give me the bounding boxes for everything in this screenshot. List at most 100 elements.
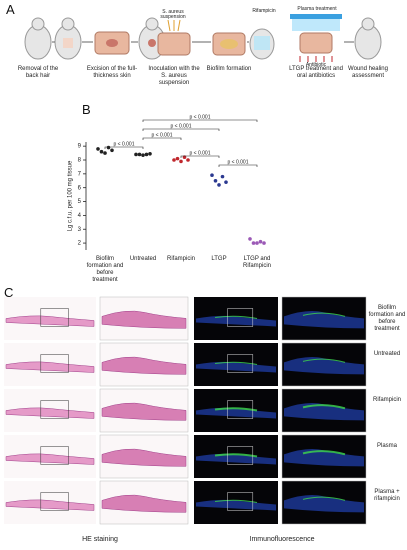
inoculation bbox=[157, 19, 191, 56]
zoom-box bbox=[227, 492, 254, 511]
tissue bbox=[5, 407, 95, 419]
significance-bracket bbox=[142, 128, 220, 131]
data-point bbox=[106, 145, 111, 150]
data-point bbox=[148, 151, 152, 156]
bacteria-signal bbox=[302, 450, 346, 456]
panel-label: A bbox=[6, 2, 15, 17]
zoom-box bbox=[227, 308, 254, 327]
significance-bracket bbox=[180, 155, 220, 158]
significance-bracket bbox=[142, 119, 258, 122]
y-tick-label: 6 bbox=[78, 185, 82, 191]
plasma-device bbox=[290, 14, 342, 62]
row-label: Plasma + rifampicin bbox=[374, 489, 400, 502]
data-point bbox=[172, 158, 176, 162]
data-point bbox=[175, 156, 180, 161]
zoom-box bbox=[40, 400, 69, 419]
x-tick-label: Rifampicin bbox=[166, 256, 195, 262]
data-point bbox=[96, 147, 100, 151]
zoom-box bbox=[40, 446, 69, 465]
mouse-4 bbox=[249, 28, 275, 60]
row-label: Rifampicin bbox=[372, 397, 401, 403]
mouse-1 bbox=[24, 17, 52, 60]
data-point bbox=[103, 151, 107, 155]
p-value: p < 0.001 bbox=[190, 150, 211, 156]
bacteria-signal bbox=[214, 453, 258, 458]
bacteria-signal bbox=[302, 358, 346, 363]
significance-bracket bbox=[142, 137, 182, 140]
data-point bbox=[99, 149, 104, 154]
mouse-2 bbox=[54, 17, 82, 60]
column-label: HE staining bbox=[82, 536, 118, 543]
data-point bbox=[137, 152, 142, 157]
data-point bbox=[251, 241, 256, 245]
tissue bbox=[5, 499, 95, 511]
tissue-nuclei bbox=[196, 361, 276, 373]
step-caption: Wound healing assessment bbox=[348, 66, 388, 79]
data-point bbox=[182, 155, 187, 160]
zoom-box bbox=[227, 400, 254, 419]
step-caption: Biofilm formation bbox=[206, 66, 252, 72]
y-tick-label: 2 bbox=[78, 241, 82, 247]
y-tick-label: 8 bbox=[78, 158, 82, 164]
tissue-nuclei bbox=[196, 315, 276, 327]
x-tick-label: Biofilm formation and before treatment bbox=[86, 256, 124, 283]
data-point bbox=[186, 158, 190, 162]
mouse-5 bbox=[354, 17, 382, 60]
x-tick-label: LTGP and Rifampicin bbox=[242, 256, 271, 269]
data-point bbox=[210, 173, 214, 178]
tissue bbox=[5, 315, 95, 327]
data-point bbox=[134, 152, 138, 157]
annotation: Antibiotic bbox=[305, 62, 327, 68]
tissue bbox=[101, 402, 187, 421]
y-tick-label: 4 bbox=[78, 213, 82, 219]
tissue bbox=[101, 356, 187, 375]
y-tick-label: 5 bbox=[78, 199, 82, 205]
bacteria-signal bbox=[302, 404, 346, 410]
zoom-box bbox=[40, 354, 69, 373]
data-point bbox=[262, 241, 266, 245]
tissue bbox=[5, 453, 95, 465]
zoom-box bbox=[40, 308, 69, 327]
p-value: p < 0.001 bbox=[114, 141, 135, 147]
tissue bbox=[101, 494, 187, 513]
tissue bbox=[101, 310, 187, 329]
annotation: Plasma treatment bbox=[297, 6, 337, 12]
data-point bbox=[258, 239, 263, 244]
data-point bbox=[217, 183, 221, 187]
data-point bbox=[110, 148, 114, 153]
panel-label: C bbox=[4, 285, 14, 300]
tissue-nuclei bbox=[196, 453, 276, 465]
annotation: Rifampicin bbox=[252, 8, 276, 14]
tissue-nuclei bbox=[196, 499, 276, 511]
step-caption: LTGP treatment and oral antibiotics bbox=[289, 66, 343, 79]
data-point bbox=[248, 237, 252, 241]
row-label: Plasma bbox=[376, 443, 397, 449]
data-point bbox=[141, 153, 145, 157]
annotation: S. aureus suspension bbox=[160, 9, 186, 20]
tissue bbox=[5, 361, 95, 373]
tissue-nuclei bbox=[196, 407, 276, 419]
x-tick-label: Untreated bbox=[129, 256, 157, 262]
y-tick-label: 7 bbox=[78, 171, 82, 177]
zoom-box bbox=[227, 354, 254, 373]
significance-bracket bbox=[104, 146, 144, 149]
step-caption: Inoculation with the S. aureus suspensio… bbox=[148, 66, 200, 86]
p-value: p < 0.001 bbox=[171, 123, 192, 129]
tissue bbox=[101, 448, 187, 467]
data-point bbox=[255, 241, 259, 245]
data-point bbox=[144, 152, 149, 157]
p-value: p < 0.001 bbox=[190, 114, 211, 120]
y-tick-label: 3 bbox=[78, 227, 82, 233]
y-axis-label: Lg c.f.u. per 100 mg tissue bbox=[68, 160, 74, 231]
bacteria-signal bbox=[214, 407, 258, 412]
x-tick-label: LTGP bbox=[211, 256, 227, 262]
skin-excision bbox=[94, 31, 130, 55]
significance-bracket bbox=[218, 164, 258, 167]
p-value: p < 0.001 bbox=[228, 159, 249, 165]
bacteria-signal bbox=[302, 496, 346, 501]
data-point bbox=[213, 178, 218, 183]
row-label: Biofilm formation and before treatment bbox=[368, 305, 406, 332]
bacteria-signal bbox=[214, 361, 258, 365]
